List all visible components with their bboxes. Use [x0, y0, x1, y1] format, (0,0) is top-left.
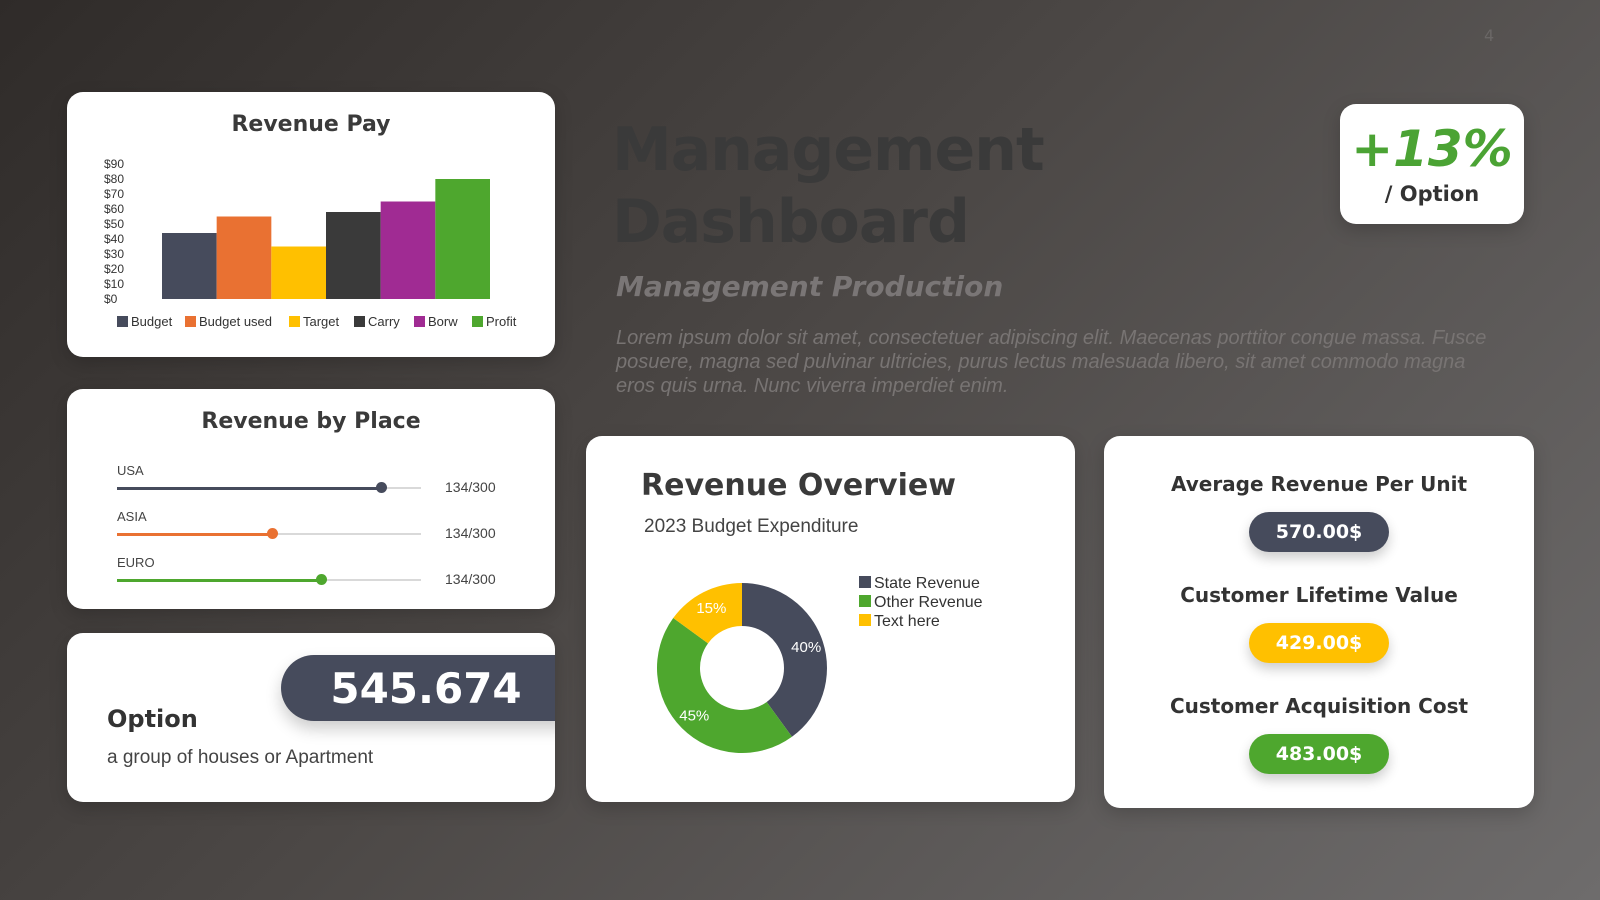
y-tick-label: $60	[104, 202, 124, 216]
legend-label: Other Revenue	[874, 594, 983, 611]
metric-label-clv: Customer Lifetime Value	[1180, 583, 1458, 607]
bar-budget	[162, 233, 217, 299]
revenue-overview-subtitle: 2023 Budget Expenditure	[644, 516, 859, 537]
page-title-line-2: Dashboard	[612, 187, 970, 257]
place-slider-track[interactable]	[117, 482, 421, 493]
bar-target	[271, 246, 326, 299]
donut-slice-state-revenue	[742, 583, 827, 737]
metric-label-cac: Customer Acquisition Cost	[1169, 694, 1469, 718]
place-slider-handle[interactable]	[267, 528, 279, 539]
percent-label: / Option	[1384, 182, 1480, 206]
y-tick-label: $20	[104, 262, 124, 276]
y-tick-label: $30	[104, 247, 124, 261]
page-title: Management Dashboard	[612, 114, 1045, 258]
metrics-card: Average Revenue Per Unit 570.00$ Custome…	[1104, 436, 1534, 808]
y-tick-label: $80	[104, 172, 124, 186]
place-slider-track[interactable]	[117, 528, 421, 539]
donut-data-label: 15%	[696, 600, 726, 617]
legend-label: Budget	[131, 314, 173, 329]
revenue-by-place-card: Revenue by Place USA 134/300 ASIA 134/30…	[67, 389, 555, 609]
place-row-euro: EURO 134/300	[117, 555, 517, 595]
metric-value-clv: 429.00$	[1249, 623, 1389, 663]
percent-card: +13% / Option	[1340, 104, 1524, 224]
y-tick-label: $50	[104, 217, 124, 231]
revenue-pay-title: Revenue Pay	[231, 112, 391, 137]
bar-borw	[380, 201, 436, 299]
option-number-pill: 545.674	[281, 655, 555, 721]
metric-label-arpu: Average Revenue Per Unit	[1170, 472, 1468, 496]
legend-label: Budget used	[199, 314, 272, 329]
option-title: Option	[107, 705, 198, 733]
revenue-pay-card: Revenue Pay $0 $10 $20 $30 $40 $50 $60 $70 $80 $9…	[67, 92, 555, 357]
page-number: 4	[1484, 26, 1495, 45]
place-slider-fill	[117, 578, 321, 582]
donut-slice-other-revenue	[657, 618, 792, 753]
bar-carry	[326, 212, 381, 299]
y-tick-label: $0	[104, 292, 118, 306]
revenue-overview-donut-chart: 40% 45% 15% State Revenue Other Revenue Text …	[657, 575, 983, 753]
legend-swatch	[472, 316, 483, 327]
place-value: 134/300	[445, 525, 496, 541]
place-slider-track[interactable]	[117, 574, 421, 585]
place-value: 134/300	[445, 479, 496, 495]
place-slider-fill	[117, 532, 273, 536]
legend-swatch	[859, 576, 871, 588]
place-slider-fill	[117, 486, 382, 490]
place-value: 134/300	[445, 571, 496, 587]
place-row-usa: USA 134/300	[117, 463, 517, 503]
bar-budget-used	[216, 216, 272, 299]
legend-label: State Revenue	[874, 575, 980, 592]
donut-data-label: 40%	[791, 639, 821, 656]
legend-swatch	[859, 614, 871, 626]
legend-label: Borw	[428, 314, 458, 329]
y-tick-label: $40	[104, 232, 124, 246]
donut-slice-text-here	[673, 583, 742, 644]
legend-swatch	[185, 316, 196, 327]
donut-data-label: 45%	[679, 708, 709, 725]
option-subtitle: a group of houses or Apartment	[107, 747, 374, 768]
y-tick-label: $10	[104, 277, 124, 291]
y-tick-label: $70	[104, 187, 124, 201]
legend-label: Target	[303, 314, 340, 329]
legend-swatch	[117, 316, 128, 327]
metric-value-cac: 483.00$	[1249, 734, 1389, 774]
revenue-pay-chart: $0$10$20$30$40$50$60$70$80$90 Budget Budge…	[104, 157, 517, 329]
page-subtitle: Management Production	[616, 270, 1004, 303]
legend-label: Carry	[368, 314, 400, 329]
page-description: Lorem ipsum dolor sit amet, consectetuer…	[616, 327, 1487, 397]
bar-profit	[435, 179, 490, 299]
revenue-overview-card: Revenue Overview 2023 Budget Expenditure…	[586, 436, 1075, 802]
legend-label: Profit	[486, 314, 517, 329]
legend-swatch	[289, 316, 300, 327]
legend-swatch	[859, 595, 871, 607]
option-card: 545.674 Option a group of houses or Apar…	[67, 633, 555, 802]
place-slider-handle[interactable]	[376, 482, 388, 493]
revenue-by-place-title: Revenue by Place	[201, 409, 421, 434]
percent-value: +13%	[1351, 120, 1513, 178]
place-row-asia: ASIA 134/300	[117, 509, 517, 549]
legend-swatch	[414, 316, 425, 327]
place-label: EURO	[117, 555, 155, 570]
place-slider-handle[interactable]	[315, 574, 327, 585]
revenue-overview-title: Revenue Overview	[641, 468, 956, 503]
place-label: USA	[117, 463, 144, 478]
metric-value-arpu: 570.00$	[1249, 512, 1389, 552]
legend-swatch	[354, 316, 365, 327]
place-label: ASIA	[117, 509, 147, 524]
page-title-line-1: Management	[612, 115, 1045, 185]
legend-label: Text here	[874, 613, 940, 630]
y-tick-label: $90	[104, 157, 124, 171]
